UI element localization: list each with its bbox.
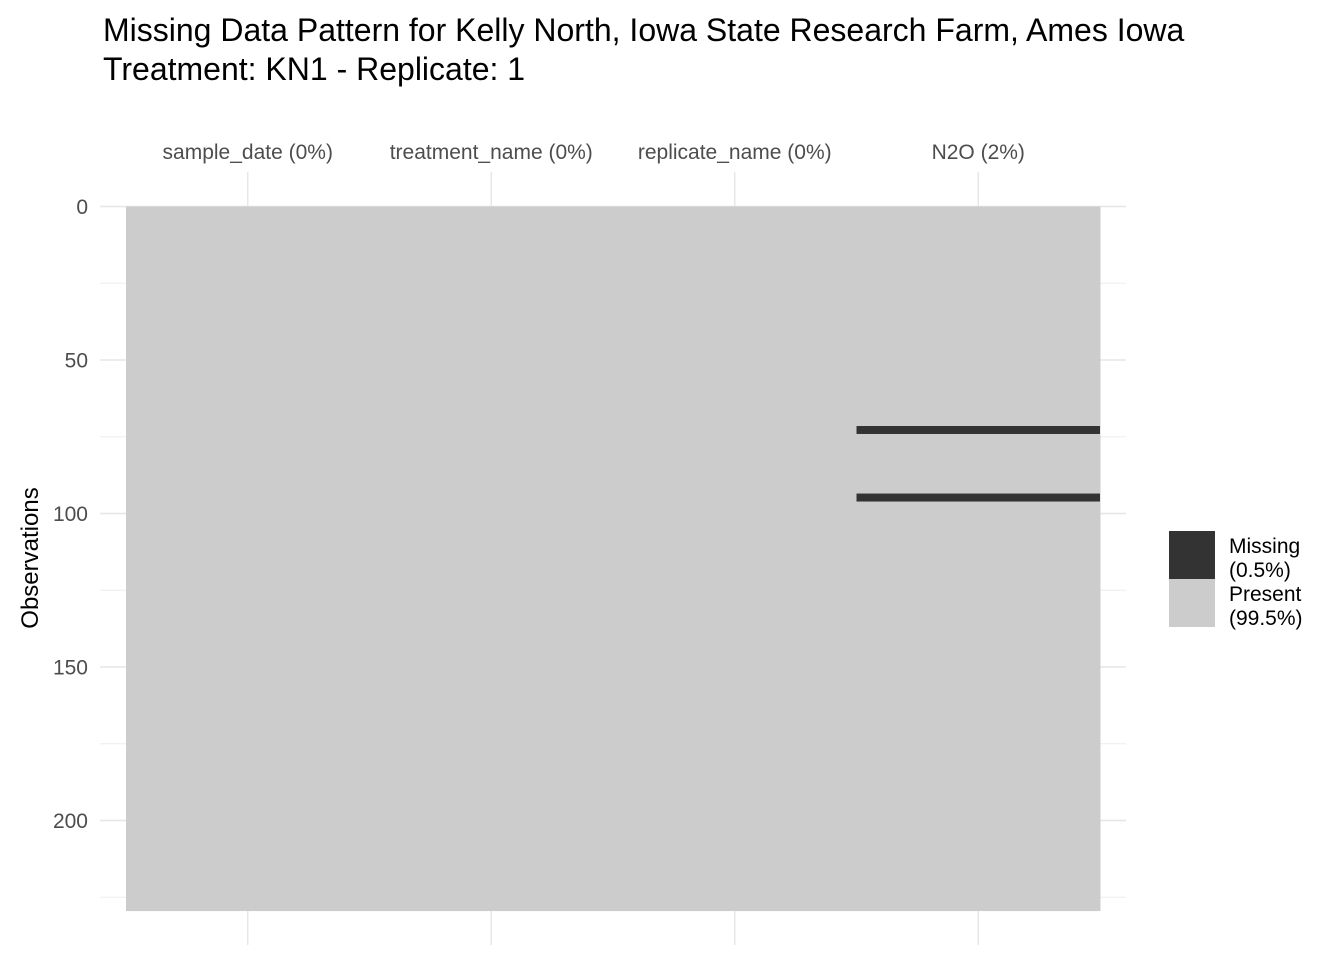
y-axis-ticks: 0 50 100 150 200	[53, 196, 88, 833]
column-label-treatment_name: treatment_name (0%)	[390, 141, 593, 164]
y-tick-label: 200	[53, 810, 88, 833]
y-tick-label: 0	[76, 196, 88, 219]
column-label-N2O: N2O (2%)	[932, 141, 1025, 164]
legend-percent-present: (99.5%)	[1229, 607, 1303, 630]
column-label-sample_date: sample_date (0%)	[163, 141, 333, 164]
legend-key-present	[1169, 579, 1215, 627]
chart-title: Missing Data Pattern for Kelly North, Io…	[103, 12, 1185, 48]
y-tick-label: 100	[53, 503, 88, 526]
y-tick-label: 50	[65, 350, 88, 373]
legend-label-missing: Missing	[1229, 535, 1300, 558]
present-tile-treatment_name	[369, 206, 614, 912]
missing-tile-N2O-94	[856, 493, 1100, 502]
chart-subtitle: Treatment: KN1 - Replicate: 1	[103, 51, 525, 87]
present-tile-N2O	[856, 206, 1101, 912]
legend: Missing(0.5%)Present(99.5%)	[1169, 531, 1303, 630]
column-label-replicate_name: replicate_name (0%)	[638, 141, 832, 164]
data-tiles	[126, 206, 1101, 912]
y-tick-label: 150	[53, 657, 88, 680]
present-tile-sample_date	[126, 206, 370, 912]
legend-key-missing	[1169, 531, 1215, 579]
legend-percent-missing: (0.5%)	[1229, 559, 1291, 582]
column-labels: sample_date (0%) treatment_name (0%) repli…	[163, 141, 1025, 164]
present-tile-replicate_name	[613, 206, 857, 912]
missing-tile-N2O-72	[856, 426, 1100, 434]
legend-label-present: Present	[1229, 583, 1302, 606]
y-axis-title: Observations	[17, 487, 44, 628]
